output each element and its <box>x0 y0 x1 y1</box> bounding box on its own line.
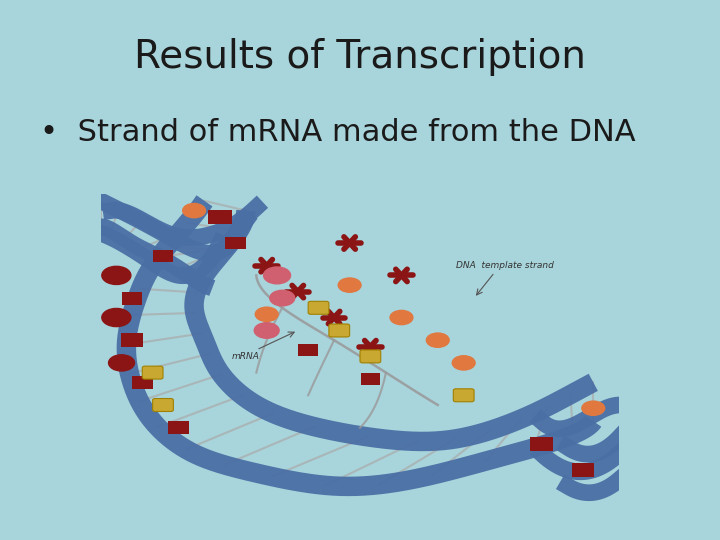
Bar <box>153 250 173 262</box>
Bar <box>225 237 246 249</box>
Bar <box>530 436 553 451</box>
Bar <box>168 421 189 435</box>
Bar <box>121 333 143 347</box>
Circle shape <box>338 278 361 292</box>
Bar <box>208 210 232 224</box>
FancyBboxPatch shape <box>143 366 163 379</box>
FancyBboxPatch shape <box>360 350 381 363</box>
Circle shape <box>109 355 135 371</box>
Circle shape <box>270 291 294 306</box>
Text: •  Strand of mRNA made from the DNA: • Strand of mRNA made from the DNA <box>40 118 635 147</box>
Circle shape <box>426 333 449 347</box>
Circle shape <box>102 308 131 327</box>
Bar <box>572 463 594 477</box>
Text: mRNA: mRNA <box>232 352 260 361</box>
FancyBboxPatch shape <box>153 399 174 411</box>
Text: DNA  template strand: DNA template strand <box>456 261 554 270</box>
Text: Results of Transcription: Results of Transcription <box>134 38 586 76</box>
Circle shape <box>183 204 205 218</box>
Circle shape <box>254 323 279 338</box>
Bar <box>298 344 318 356</box>
Circle shape <box>582 401 605 415</box>
Circle shape <box>390 310 413 325</box>
Circle shape <box>452 356 475 370</box>
Circle shape <box>102 266 131 285</box>
FancyBboxPatch shape <box>329 324 350 337</box>
Circle shape <box>264 267 291 284</box>
Circle shape <box>256 307 278 321</box>
FancyBboxPatch shape <box>454 389 474 402</box>
FancyBboxPatch shape <box>308 301 329 314</box>
Bar <box>122 292 143 305</box>
Bar <box>132 376 153 389</box>
Bar <box>361 373 380 385</box>
